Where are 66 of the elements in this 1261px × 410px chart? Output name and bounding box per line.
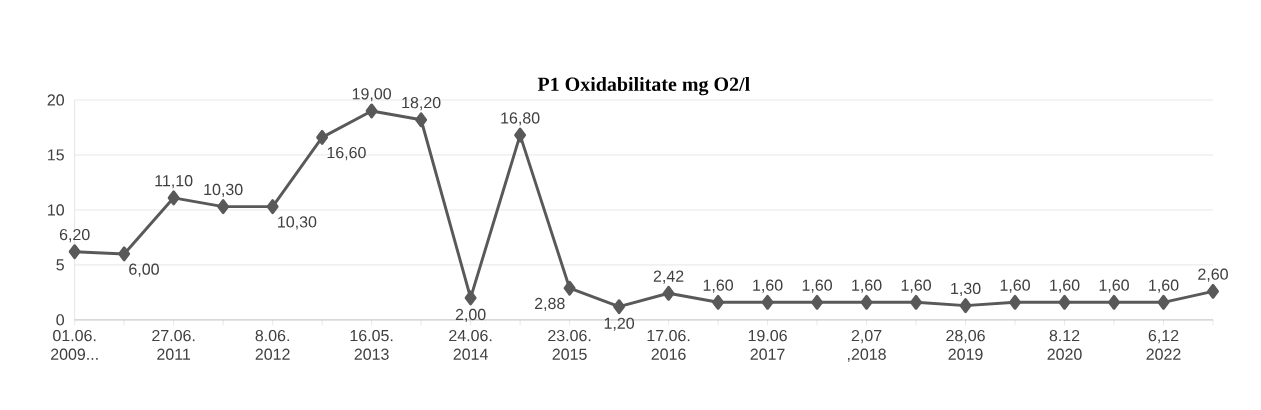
data-label: 1,60 <box>1000 279 1030 293</box>
x-tick-label: 17.06. 2016 <box>647 330 690 360</box>
point <box>365 103 378 119</box>
x-tick-label: 24.06. 2014 <box>449 330 492 360</box>
point <box>563 280 576 296</box>
data-label: 1,60 <box>901 279 931 293</box>
data-label: 10,30 <box>204 183 243 198</box>
point <box>613 299 626 315</box>
data-label: 1,60 <box>753 279 783 293</box>
x-tick-label: 27.06. 2011 <box>152 330 195 360</box>
x-tick-label: 8.12 2020 <box>1047 330 1082 360</box>
point <box>217 199 230 215</box>
y-tick-label: 20 <box>47 94 64 106</box>
y-tick-label: 0 <box>56 314 64 326</box>
data-label: 1,20 <box>604 317 635 331</box>
x-tick-label: 2,07 ,2018 <box>847 330 886 362</box>
data-label: 6,20 <box>59 228 90 243</box>
data-label: 16,80 <box>501 112 540 126</box>
point <box>1058 294 1071 310</box>
point <box>118 246 131 262</box>
point <box>415 112 428 128</box>
point <box>712 294 725 310</box>
data-label: 6,00 <box>129 263 159 277</box>
point <box>910 294 923 310</box>
point <box>860 294 873 310</box>
point <box>68 244 81 260</box>
x-tick-label: 6,12 2022 <box>1146 330 1181 360</box>
x-tick-label: 16.05. 2013 <box>350 330 393 360</box>
point <box>1108 294 1120 310</box>
data-label: 1,60 <box>1149 279 1179 293</box>
point <box>266 199 279 215</box>
y-tick-label: 10 <box>48 204 64 216</box>
data-label: 1,60 <box>703 279 734 293</box>
point <box>514 127 527 143</box>
point <box>464 290 477 306</box>
data-label: 19,00 <box>352 88 392 102</box>
point <box>1009 294 1021 310</box>
y-tick-label: 5 <box>56 259 64 271</box>
data-label: 2,00 <box>455 308 486 323</box>
data-label: 2,88 <box>534 297 565 312</box>
point <box>959 298 972 314</box>
point <box>1157 294 1170 310</box>
data-label: 11,10 <box>155 175 193 189</box>
data-label: 1,60 <box>802 279 833 293</box>
x-tick-label: 28,06 2019 <box>946 330 985 360</box>
x-tick-label: 01.06. 2009... <box>51 330 98 360</box>
point <box>662 285 675 301</box>
point <box>761 294 774 310</box>
data-label: 1,60 <box>1050 279 1080 293</box>
data-label: 1,60 <box>1099 279 1129 293</box>
point <box>167 190 180 206</box>
x-tick-label: 8.06. 2012 <box>255 330 290 360</box>
point <box>1207 283 1219 299</box>
point <box>811 294 824 310</box>
data-label: 10,30 <box>278 216 317 230</box>
chart-title: P1 Oxidabilitate mg O2/l <box>537 77 750 96</box>
data-label: 2,60 <box>1198 268 1228 282</box>
data-label: 1,60 <box>852 279 882 293</box>
data-label: 16,60 <box>327 147 366 161</box>
y-tick-label: 15 <box>48 149 64 161</box>
point <box>316 129 329 145</box>
data-label: 1,30 <box>951 282 981 297</box>
x-tick-label: 19.06 2017 <box>748 330 787 360</box>
data-label: 18,20 <box>402 97 441 111</box>
x-tick-label: 23.06. 2015 <box>548 330 591 360</box>
data-label: 2,42 <box>653 270 684 284</box>
